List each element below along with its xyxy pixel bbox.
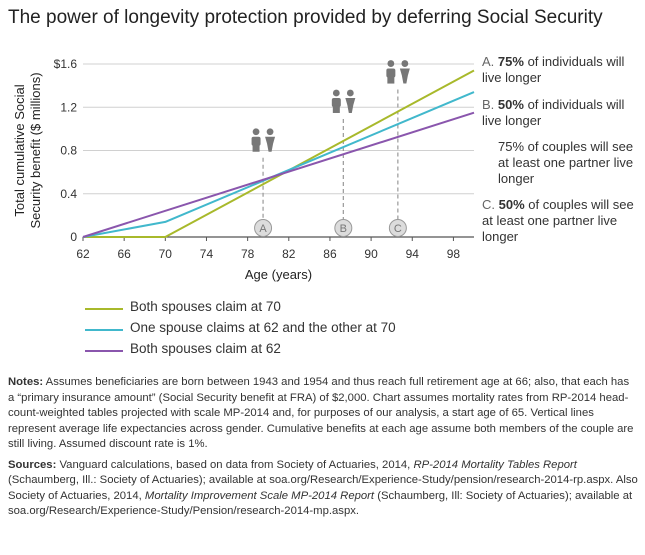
annotation-couples-75: 75% of couples will see at least one par… bbox=[498, 139, 638, 187]
sources-part3: (Schaumberg, Ill: Society of Actuaries);… bbox=[8, 489, 633, 518]
x-tick-label: 78 bbox=[241, 247, 255, 261]
legend-label-both-70: Both spouses claim at 70 bbox=[130, 299, 281, 314]
legend-label-both-62: Both spouses claim at 62 bbox=[130, 341, 281, 356]
chart-title: The power of longevity protection provid… bbox=[8, 7, 603, 28]
sources-paragraph: Sources: Vanguard calculations, based on… bbox=[8, 458, 638, 520]
annotation-b-text: of individuals will live longer bbox=[482, 97, 625, 128]
legend-swatch-both-62 bbox=[85, 350, 123, 352]
y-axis-label-line1: Total cumulative Social bbox=[12, 84, 27, 216]
y-tick-label: 1.2 bbox=[60, 100, 77, 114]
series-line-one-62-other-70 bbox=[82, 91, 475, 238]
annotation-b: B. 50% of individuals will live longer bbox=[482, 97, 642, 129]
x-tick-label: 62 bbox=[76, 247, 90, 261]
x-tick-label: 74 bbox=[200, 247, 214, 261]
x-tick-label: 86 bbox=[323, 247, 337, 261]
annotation-a: A. 75% of individuals will live longer bbox=[482, 54, 642, 86]
marker-circle bbox=[254, 219, 273, 237]
annotation-a-letter: A. bbox=[482, 54, 495, 69]
annotation-b-letter: B. bbox=[482, 97, 495, 112]
annotation-c-text: of couples will see at least one partner… bbox=[482, 197, 634, 244]
couple-icon bbox=[386, 60, 410, 84]
annotation-couples-75-text: 75% of couples will see at least one par… bbox=[498, 139, 634, 186]
annotation-b-pct: 50% bbox=[497, 97, 524, 112]
annotation-a-text: of individuals will live longer bbox=[482, 54, 625, 85]
sources-part2: (Schaumberg, Ill.: Society of Actuaries)… bbox=[8, 474, 638, 502]
legend-swatch-one-62-other-70 bbox=[85, 329, 123, 331]
x-tick-label: 94 bbox=[406, 247, 420, 261]
sources-part1: Vanguard calculations, based on data fro… bbox=[56, 458, 414, 471]
footnotes: Notes: Assumes beneficiaries are born be… bbox=[8, 375, 638, 520]
series-line-both-62 bbox=[82, 111, 475, 238]
notes-paragraph: Notes: Assumes beneficiaries are born be… bbox=[8, 375, 638, 453]
series-line-both-70 bbox=[83, 69, 475, 238]
x-tick-label: 70 bbox=[159, 247, 173, 261]
x-tick-label: 66 bbox=[117, 247, 131, 261]
legend-label-one-62-other-70: One spouse claims at 62 and the other at… bbox=[130, 320, 396, 335]
couple-icon bbox=[251, 128, 276, 152]
marker-label: B bbox=[340, 223, 347, 235]
couple-icon bbox=[331, 89, 356, 113]
annotation-c-letter: C. bbox=[482, 197, 495, 212]
y-tick-label: $1.6 bbox=[54, 57, 78, 71]
marker-label: C bbox=[394, 223, 402, 235]
sources-label: Sources: bbox=[8, 458, 57, 471]
marker-circle bbox=[388, 219, 407, 237]
sources-title-1: RP-2014 Mortality Tables Report bbox=[413, 458, 577, 471]
annotation-c: C. 50% of couples will see at least one … bbox=[482, 197, 642, 245]
annotation-c-pct: 50% bbox=[498, 197, 525, 212]
line-chart: 0 0.4 0.8 1.2 $1.6 62 66 70 74 78 82 86 90 94 98 Age (y… bbox=[12, 57, 475, 282]
legend-swatch-both-70 bbox=[85, 308, 123, 310]
notes-text: Assumes beneficiaries are born between 1… bbox=[8, 376, 634, 450]
x-tick-label: 98 bbox=[447, 247, 461, 261]
y-tick-label: 0.4 bbox=[60, 187, 77, 201]
y-tick-label: 0.8 bbox=[60, 144, 77, 158]
sources-title-2: Mortality Improvement Scale MP-2014 Repo… bbox=[144, 489, 375, 502]
y-tick-label: 0 bbox=[70, 230, 77, 244]
marker-circle bbox=[334, 219, 353, 237]
x-axis-label: Age (years) bbox=[245, 267, 312, 282]
x-tick-label: 90 bbox=[364, 247, 378, 261]
marker-label: A bbox=[259, 223, 267, 235]
x-tick-label: 82 bbox=[282, 247, 296, 261]
notes-label: Notes: bbox=[8, 376, 44, 388]
annotation-a-pct: 75% bbox=[497, 54, 524, 69]
y-axis-label-line2: Security benefit ($ millions) bbox=[28, 72, 43, 228]
